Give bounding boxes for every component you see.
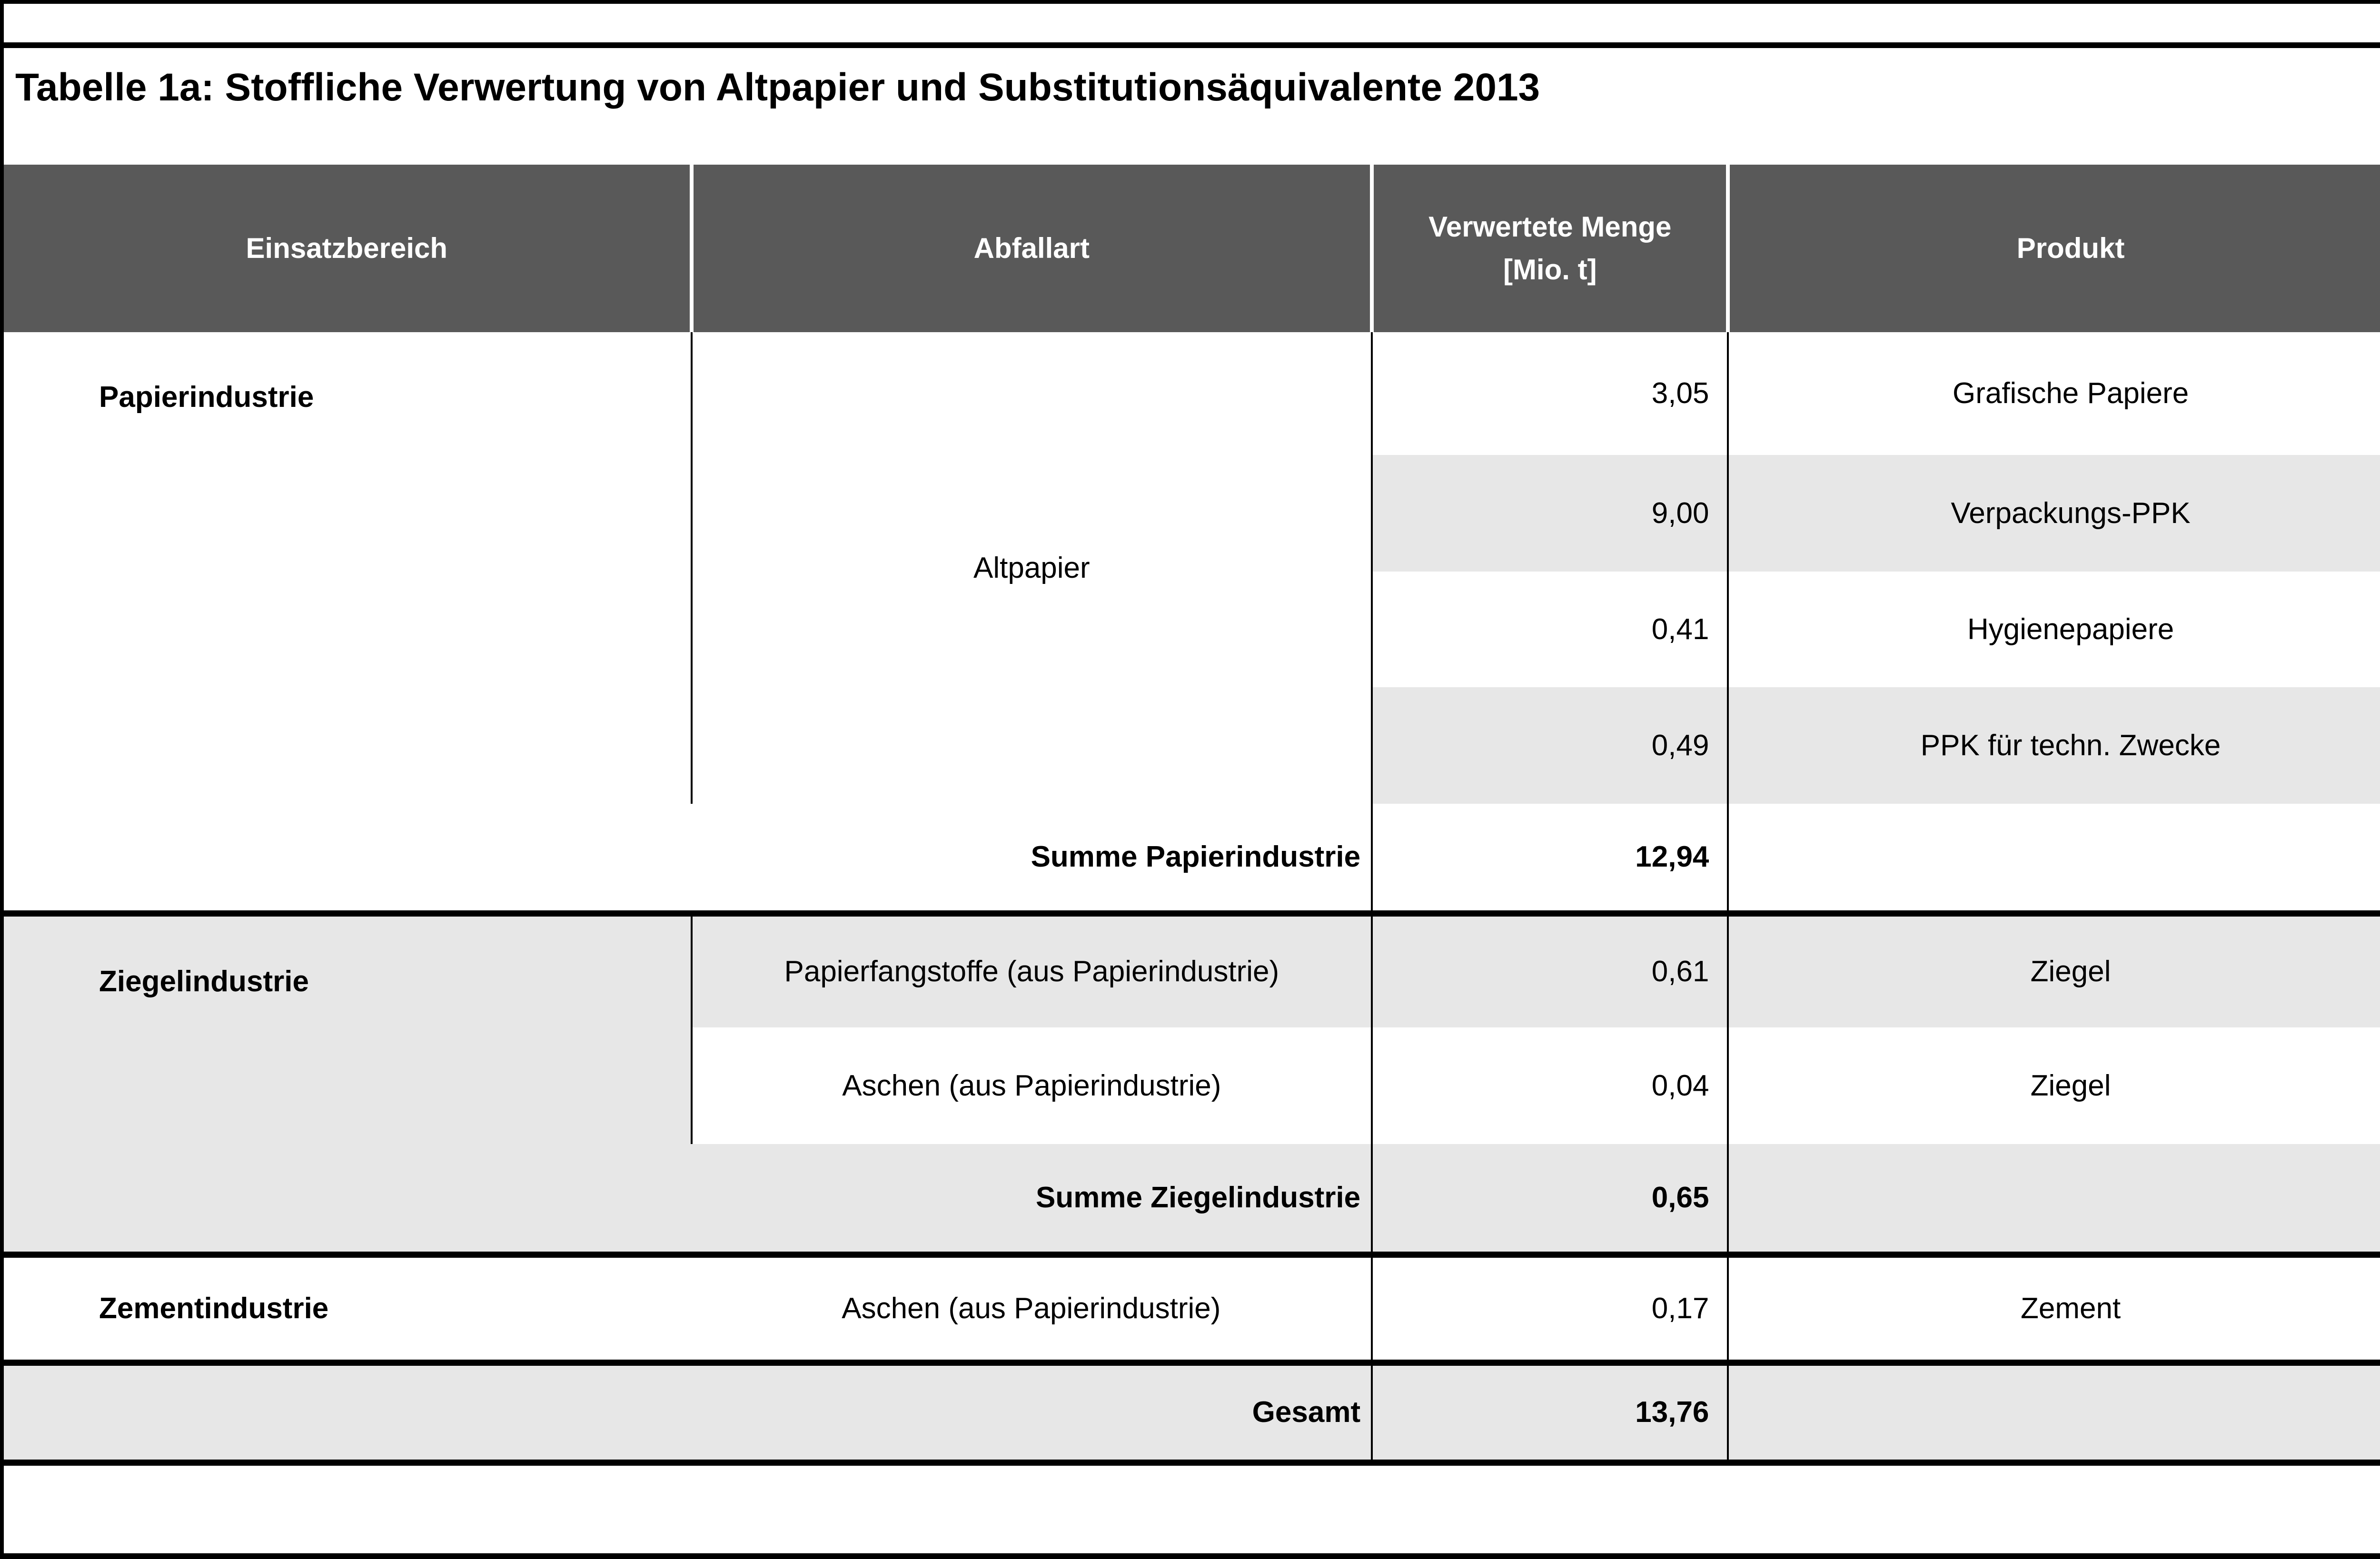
cell-menge: 0,61 xyxy=(1372,910,1729,1027)
top-margin-strip xyxy=(4,4,2380,48)
cell-menge: 0,17 xyxy=(1372,1251,1729,1362)
cell-menge: 3,05 xyxy=(1372,332,1729,455)
source-row: Quelle: Umweltbundesamt, FKZ 3714 93 316… xyxy=(4,1460,2380,1553)
col-header-verwertete-menge-line2: [Mio. t] xyxy=(1503,254,1597,286)
data-table: Einsatzbereich Abfallart Verwertete Meng… xyxy=(4,165,2380,1460)
table-row: Aschen (aus Papierindustrie) 0,04 Ziegel… xyxy=(4,1027,2380,1144)
cell-menge: 0,04 xyxy=(1372,1027,1729,1144)
cell-einsatzbereich-papierindustrie: Papierindustrie xyxy=(4,332,693,804)
cell-gesamt-wert: 13,76 xyxy=(1372,1359,1729,1460)
col-header-einsatzbereich: Einsatzbereich xyxy=(4,165,694,332)
sum-row-papierindustrie: Summe Papierindustrie 12,94 xyxy=(4,804,2380,913)
cell-einsatzbereich-zementindustrie: Zementindustrie xyxy=(4,1251,692,1362)
cell-einsatzbereich-ziegelindustrie: Ziegelindustrie xyxy=(4,910,693,1144)
page-title: Tabelle 1a: Stoffliche Verwertung von Al… xyxy=(15,66,1540,109)
cell-abfallart-altpapier: Altpapier xyxy=(691,332,1373,804)
col-header-produkt: Produkt xyxy=(1728,165,2380,332)
table-row: Ziegelindustrie Papierfangstoffe (aus Pa… xyxy=(4,910,2380,1144)
cell-summe-ziegelindustrie-label: Summe Ziegelindustrie xyxy=(4,1144,1373,1254)
table-row: 9,00 Verpackungs-PPK Verpackungs-PPK xyxy=(4,455,2380,572)
cell-produkt: Ziegel xyxy=(1728,1027,2380,1144)
cell-produkt: Verpackungs-PPK xyxy=(1728,455,2380,572)
cell-empty xyxy=(1728,1144,2380,1254)
cell-summe-papierindustrie-wert: 12,94 xyxy=(1372,804,1729,913)
title-band: Tabelle 1a: Stoffliche Verwertung von Al… xyxy=(4,48,2380,165)
table-header: Einsatzbereich Abfallart Verwertete Meng… xyxy=(4,165,2380,332)
header-row: Einsatzbereich Abfallart Verwertete Meng… xyxy=(4,165,2380,332)
col-header-abfallart: Abfallart xyxy=(691,165,1374,332)
sum-row-ziegelindustrie: Summe Ziegelindustrie 0,65 xyxy=(4,1144,2380,1254)
cell-produkt: Zement xyxy=(1728,1251,2380,1362)
table-row: 0,49 PPK für techn. Zwecke PPK für techn… xyxy=(4,687,2380,804)
cell-produkt: Ziegel xyxy=(1728,910,2380,1027)
total-row: Gesamt 13,76 xyxy=(4,1359,2380,1460)
cell-summe-ziegelindustrie-wert: 0,65 xyxy=(1372,1144,1729,1254)
table-row: Zementindustrie Aschen (aus Papierindust… xyxy=(4,1251,2380,1362)
cell-produkt: PPK für techn. Zwecke xyxy=(1728,687,2380,804)
table-row: Papierindustrie Altpapier 3,05 Grafische… xyxy=(4,332,2380,804)
cell-abfallart: Aschen (aus Papierindustrie) xyxy=(691,1251,1373,1362)
cell-summe-papierindustrie-label: Summe Papierindustrie xyxy=(4,804,1373,913)
table-row: 0,41 Hygienepapiere Hygienepapiere xyxy=(4,572,2380,687)
cell-menge: 9,00 xyxy=(1372,455,1729,572)
cell-empty xyxy=(1728,804,2380,913)
cell-menge: 0,49 xyxy=(1372,687,1729,804)
cell-empty xyxy=(1728,1359,2380,1460)
cell-menge: 0,41 xyxy=(1372,572,1729,687)
col-header-verwertete-menge: Verwertete Menge [Mio. t] xyxy=(1372,165,1730,332)
cell-abfallart: Aschen (aus Papierindustrie) xyxy=(691,1027,1373,1144)
cell-gesamt-label: Gesamt xyxy=(4,1359,1373,1460)
cell-produkt: Grafische Papiere xyxy=(1728,332,2380,455)
cell-produkt: Hygienepapiere xyxy=(1728,572,2380,687)
cell-abfallart: Papierfangstoffe (aus Papierindustrie) xyxy=(691,910,1373,1027)
col-header-verwertete-menge-line1: Verwertete Menge xyxy=(1428,211,1672,243)
